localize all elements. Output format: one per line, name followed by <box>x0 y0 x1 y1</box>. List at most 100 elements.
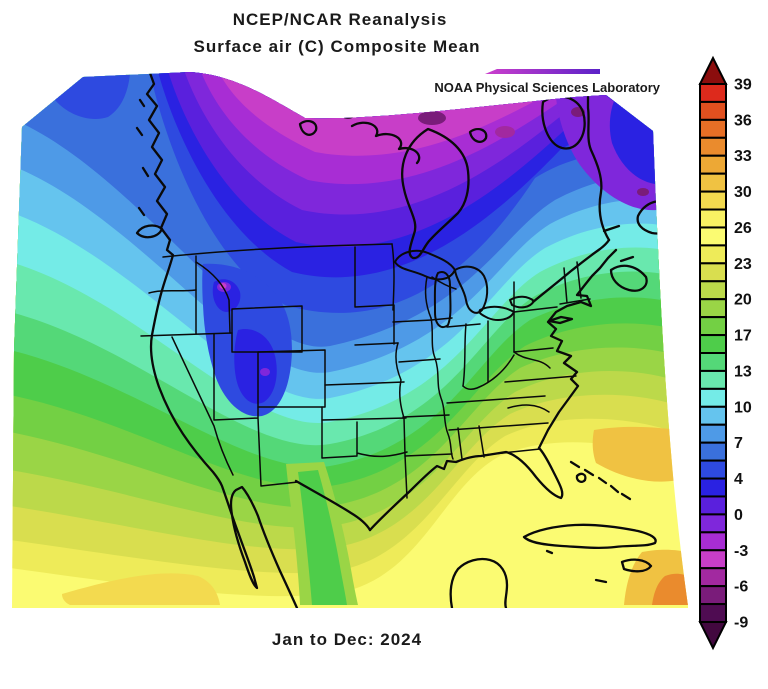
ohio-river <box>462 354 515 390</box>
andros-island <box>575 472 587 483</box>
colorbar-cell <box>699 262 727 283</box>
state-line <box>424 276 457 321</box>
colorbar-cell <box>699 387 727 408</box>
colorbar-cell <box>699 477 727 498</box>
pacific-coast <box>145 72 299 608</box>
colorbar-cell <box>699 334 727 355</box>
lake-erie <box>478 305 515 321</box>
colorbar-cell <box>699 459 727 480</box>
state-line <box>446 311 515 387</box>
colorbar-cells <box>699 83 727 624</box>
southampton-island <box>468 128 488 143</box>
colorbar-cell <box>699 172 727 193</box>
colorbar-label: 23 <box>734 256 752 273</box>
arctic-cold-spot <box>330 83 374 101</box>
colorbar-cell <box>699 244 727 265</box>
colorbar-label: 20 <box>734 292 752 309</box>
colorbar-label: 0 <box>734 507 743 524</box>
atlantic-warm-band <box>592 426 688 482</box>
anticosti-island <box>602 224 621 233</box>
state-line <box>231 305 303 353</box>
page-title: NCEP/NCAR Reanalysis <box>233 10 448 29</box>
corner-orange-core <box>652 573 688 605</box>
colorbar-cell <box>699 154 727 175</box>
colorbar-cell <box>699 190 727 211</box>
prince-edward-island <box>619 255 635 263</box>
colorbar-label: -6 <box>734 579 748 596</box>
colorbar-label: 17 <box>734 328 752 345</box>
colorbar-cell <box>699 513 727 534</box>
labrador-coast <box>586 95 611 242</box>
bahamas <box>569 460 632 501</box>
hispaniola <box>620 558 653 573</box>
period-caption: Jan to Dec: 2024 <box>272 630 422 649</box>
long-island <box>547 315 574 325</box>
arctic-coast <box>350 121 421 165</box>
colorbar-bottom-arrow <box>698 621 728 651</box>
state-line <box>504 375 577 413</box>
state-line <box>513 281 558 369</box>
mississippi-river <box>430 317 454 460</box>
rockies-cold-core <box>234 328 277 404</box>
colorbar-label: 4 <box>734 471 743 488</box>
isle-of-youth <box>545 549 554 555</box>
colorbar-label: 39 <box>734 77 752 94</box>
state-line <box>321 406 408 459</box>
colorbar-cell <box>699 405 727 426</box>
colorbar-label: 7 <box>734 435 743 452</box>
arctic-cold-spot <box>637 188 649 196</box>
logo-gradient-rule <box>485 69 600 74</box>
colorbar-cell <box>699 208 727 229</box>
colorbar-label: 13 <box>734 363 752 380</box>
colorbar-cell <box>699 298 727 319</box>
colorbar-cell <box>699 567 727 588</box>
colorbar-label: -3 <box>734 543 748 560</box>
state-line <box>171 336 234 476</box>
yucatan-coast <box>449 557 509 608</box>
bc-islands <box>135 98 150 217</box>
state-line <box>393 304 408 499</box>
colorbar-label: 10 <box>734 399 752 416</box>
state-line <box>257 349 326 408</box>
colorbar-cell <box>699 603 727 624</box>
state-line <box>140 255 233 337</box>
rio-grande-border <box>294 479 372 532</box>
nova-scotia <box>609 264 648 292</box>
arctic-island <box>298 120 318 136</box>
colorbar-cell <box>699 100 727 121</box>
state-line <box>446 395 549 431</box>
lake-michigan <box>433 271 452 329</box>
mexico-highland-core <box>298 470 347 605</box>
cuba <box>522 523 657 549</box>
colorbar-label: 36 <box>734 112 752 129</box>
colorbar-labels: 39 36 33 30 26 23 20 17 13 10 7 4 0 -3 -6 -9 <box>734 77 752 632</box>
colorbar-top-arrow <box>698 55 728 85</box>
colorbar-cell <box>699 226 727 247</box>
state-line <box>391 243 395 311</box>
arctic-cold-spot <box>418 111 446 125</box>
us-canada-border <box>162 243 393 258</box>
jamaica <box>594 578 608 584</box>
vancouver-island <box>135 224 164 239</box>
colorbar-cell <box>699 441 727 462</box>
state-line <box>213 333 299 487</box>
colorbar-cell <box>699 136 727 157</box>
colorbar-cell <box>699 423 727 444</box>
colorbar-label: -9 <box>734 615 748 632</box>
state-line <box>457 425 541 460</box>
colorbar-label: 30 <box>734 184 752 201</box>
colorbar: 39 36 33 30 26 23 20 17 13 10 7 4 0 -3 -6 -9 <box>698 55 752 651</box>
colorbar-label: 33 <box>734 148 752 165</box>
colorbar-cell <box>699 369 727 390</box>
st-lawrence <box>531 238 611 304</box>
colorbar-cell <box>699 118 727 139</box>
state-line <box>148 289 197 294</box>
cold-spot <box>260 368 270 376</box>
coastlines <box>135 72 680 608</box>
colorbar-cell <box>699 316 727 337</box>
state-borders <box>140 243 591 499</box>
victoria-island <box>333 102 358 119</box>
state-line <box>392 319 453 457</box>
gulf-coast <box>368 446 564 532</box>
